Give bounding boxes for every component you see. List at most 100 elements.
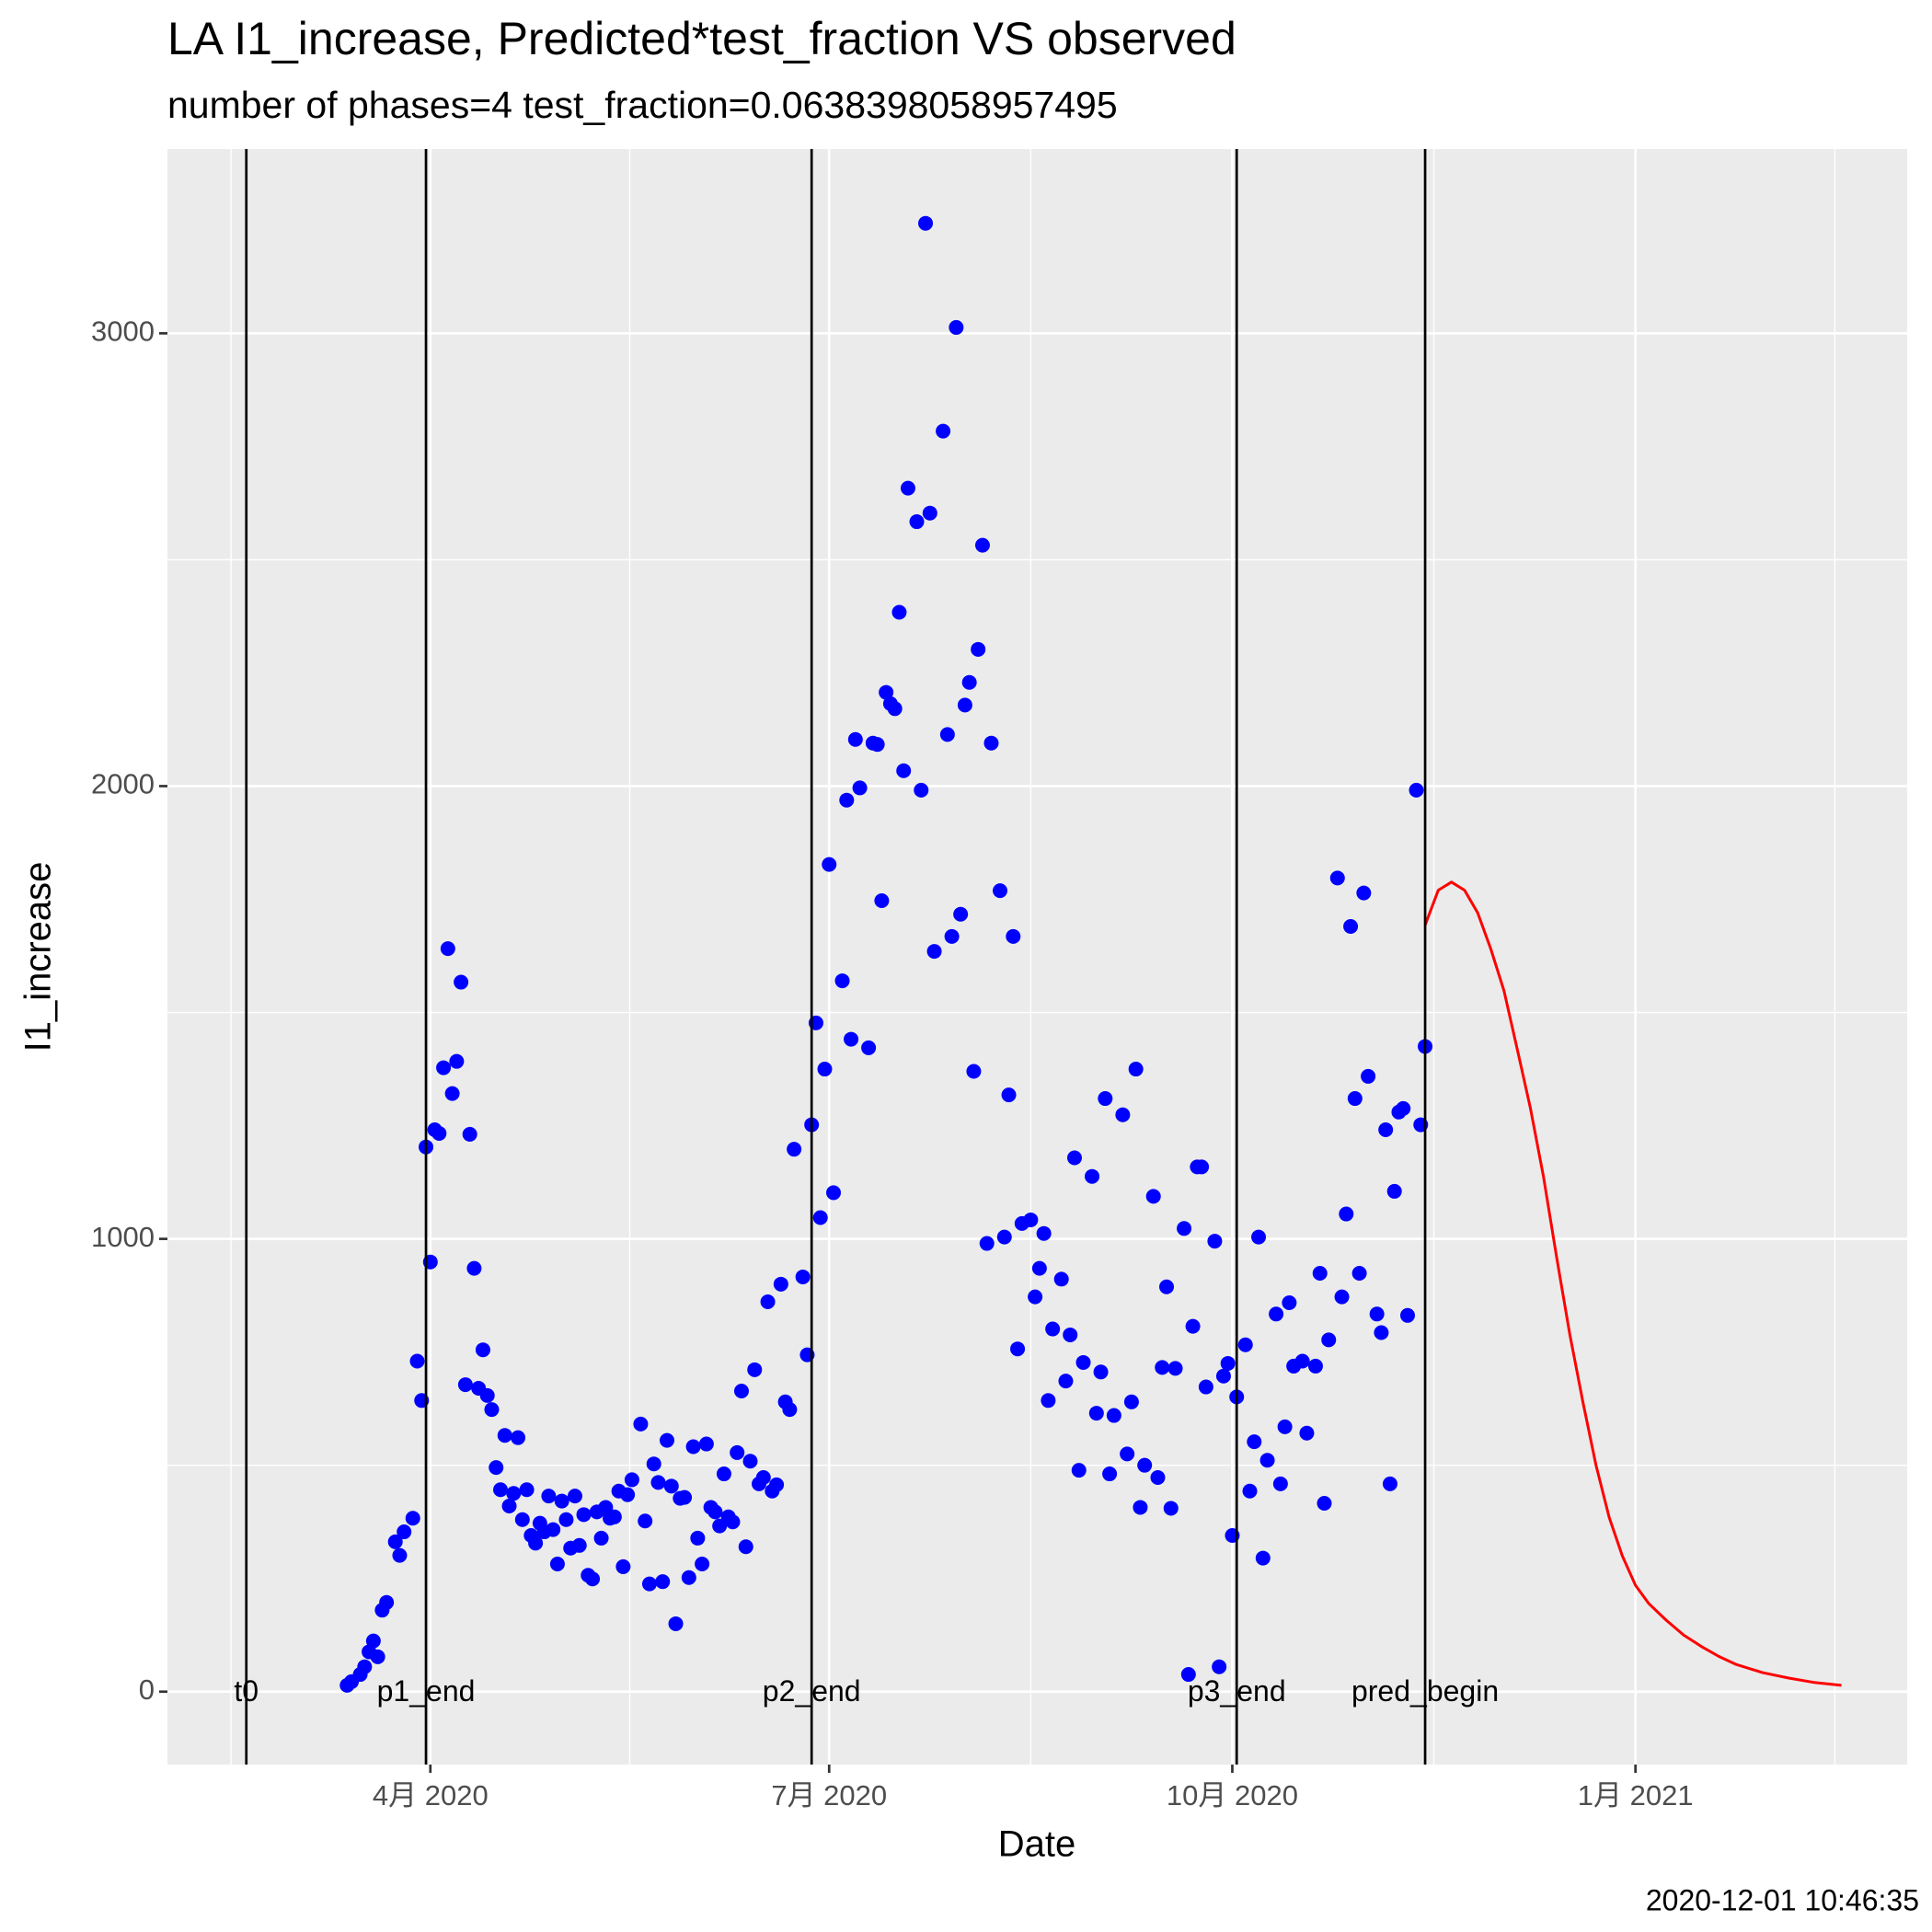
data-point (949, 319, 964, 335)
data-point (1088, 1406, 1104, 1421)
data-point (1133, 1500, 1148, 1515)
data-point (641, 1576, 657, 1592)
data-point (944, 928, 960, 944)
caption: 2020-12-01 10:46:35 (1646, 1883, 1919, 1916)
data-point (685, 1439, 701, 1455)
data-point (1356, 885, 1372, 901)
data-point (795, 1269, 811, 1284)
data-point (541, 1489, 557, 1504)
data-point (826, 1185, 842, 1201)
data-point (1351, 1266, 1367, 1282)
data-point (1137, 1457, 1153, 1473)
data-point (1123, 1394, 1139, 1409)
data-point (879, 684, 894, 700)
data-point (996, 1229, 1012, 1245)
data-point (681, 1570, 696, 1585)
data-point (431, 1125, 447, 1141)
data-point (489, 1460, 504, 1476)
data-point (725, 1514, 741, 1530)
data-point (379, 1594, 395, 1610)
data-point (738, 1539, 753, 1555)
data-point (1334, 1289, 1350, 1305)
data-point (1212, 1659, 1227, 1674)
data-point (961, 674, 977, 690)
data-point (742, 1454, 758, 1469)
data-point (971, 641, 986, 657)
phase-label: t0 (234, 1674, 259, 1708)
data-point (1382, 1476, 1397, 1491)
data-point (593, 1530, 609, 1546)
data-point (1399, 1307, 1415, 1323)
data-point (1198, 1379, 1213, 1395)
data-point (769, 1477, 785, 1492)
data-point (475, 1342, 490, 1358)
data-point (606, 1509, 622, 1524)
data-point (817, 1062, 833, 1077)
data-point (528, 1535, 544, 1551)
x-tick-label: 1月 2021 (1578, 1779, 1694, 1811)
data-point (900, 480, 915, 496)
data-point (1163, 1501, 1179, 1516)
data-point (497, 1428, 512, 1443)
data-point (1023, 1212, 1039, 1227)
data-point (668, 1616, 684, 1631)
data-point (633, 1416, 649, 1432)
data-point (444, 1086, 460, 1101)
data-point (1145, 1189, 1161, 1204)
data-point (869, 737, 885, 753)
data-point (1150, 1469, 1166, 1485)
data-point (690, 1530, 706, 1546)
data-point (733, 1383, 749, 1398)
data-point (1155, 1360, 1170, 1375)
data-point (1317, 1496, 1332, 1512)
data-point (1036, 1225, 1052, 1241)
data-point (1001, 1087, 1017, 1103)
data-point (1102, 1466, 1118, 1482)
y-axis-title: I1_increase (18, 862, 59, 1052)
data-point (1307, 1358, 1323, 1374)
data-point (695, 1556, 710, 1571)
data-point (993, 883, 1008, 899)
data-point (698, 1436, 714, 1452)
x-axis-title: Date (998, 1824, 1076, 1865)
data-point (1312, 1266, 1328, 1282)
data-point (760, 1294, 776, 1310)
data-point (839, 792, 855, 808)
data-point (1010, 1341, 1026, 1357)
data-point (812, 1210, 828, 1225)
marks: t0 p1_end p2_end p3_end pred_begin (234, 149, 1842, 1765)
phase-label: p3_end (1188, 1674, 1286, 1708)
data-point (891, 604, 907, 620)
data-point (787, 1142, 802, 1157)
data-point (585, 1571, 601, 1587)
data-point (1294, 1353, 1310, 1369)
data-point (1347, 1091, 1363, 1107)
data-point (773, 1276, 788, 1292)
data-point (1066, 1150, 1082, 1166)
data-point (1167, 1361, 1183, 1376)
data-point (782, 1402, 798, 1418)
data-point (615, 1558, 631, 1574)
data-point (624, 1472, 639, 1488)
data-point (1098, 1091, 1113, 1107)
data-point (730, 1444, 745, 1460)
data-point (887, 701, 903, 717)
data-point (1215, 1368, 1231, 1384)
data-point (387, 1534, 403, 1549)
data-point (1159, 1279, 1175, 1294)
data-point (1299, 1425, 1315, 1441)
data-point (462, 1126, 477, 1142)
data-point (660, 1432, 675, 1448)
phase-label: pred_begin (1351, 1674, 1499, 1708)
data-point (454, 974, 469, 990)
data-point (1269, 1306, 1284, 1322)
data-point (440, 941, 455, 957)
data-point (620, 1487, 636, 1502)
data-point (909, 514, 925, 530)
data-point (1031, 1260, 1047, 1276)
data-point (1207, 1234, 1223, 1249)
data-point (707, 1504, 723, 1520)
data-point (549, 1556, 565, 1571)
data-point (1045, 1321, 1061, 1337)
